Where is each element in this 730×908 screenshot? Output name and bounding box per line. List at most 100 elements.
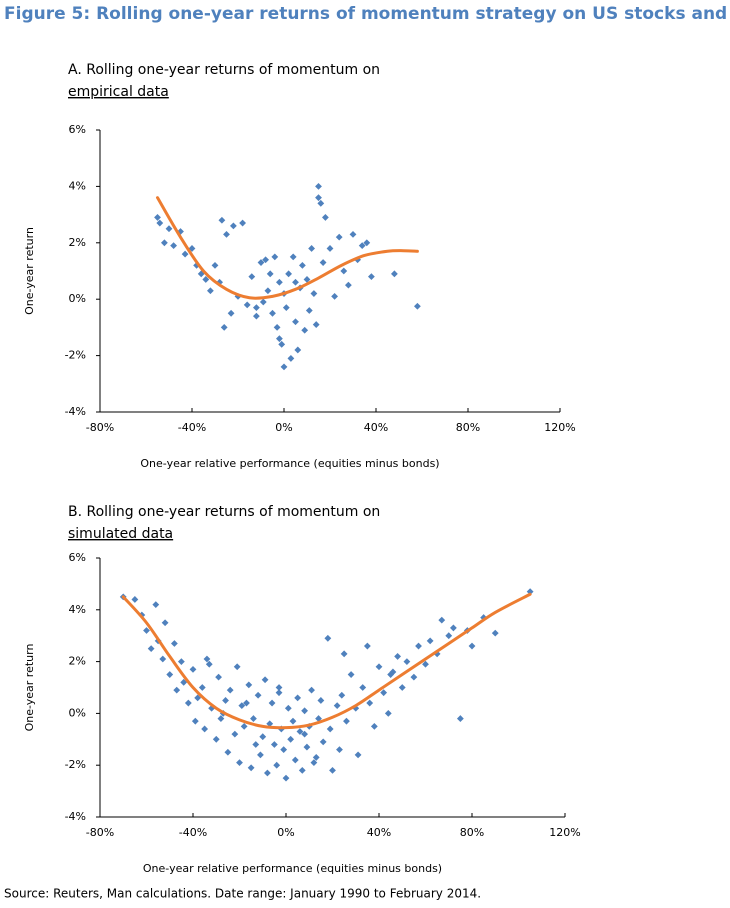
scatter-point — [191, 717, 199, 725]
scatter-point — [220, 324, 228, 331]
panel-title: B. Rolling one-year returns of momentum … — [68, 504, 380, 520]
scatter-point — [224, 748, 232, 756]
scatter-point — [223, 230, 230, 238]
scatter-point — [343, 717, 350, 725]
scatter-point — [264, 769, 271, 777]
scatter-point — [189, 665, 197, 673]
scatter-point — [203, 655, 211, 663]
scatter-point — [226, 686, 234, 694]
scatter-point — [319, 738, 327, 746]
scatter-point — [273, 761, 281, 769]
scatter-point — [305, 307, 313, 314]
scatter-point — [280, 746, 288, 754]
y-tick-label: 0% — [69, 706, 86, 719]
scatter-point — [340, 650, 348, 658]
x-tick-label: -80% — [86, 421, 114, 434]
scatter-point — [363, 642, 371, 650]
scatter-point — [394, 653, 401, 660]
scatter-point — [266, 720, 274, 728]
scatter-point — [147, 645, 155, 653]
scatter-point — [173, 686, 181, 694]
scatter-point — [275, 689, 283, 697]
scatter-point — [426, 637, 434, 645]
scatter-point — [308, 245, 315, 252]
scatter-point — [245, 681, 253, 689]
scatter-point — [289, 717, 297, 725]
scatter-point — [319, 259, 327, 266]
scatter-point — [375, 663, 383, 671]
scatter-point — [366, 699, 374, 707]
scatter-point — [310, 759, 318, 767]
scatter-point — [326, 245, 334, 252]
scatter-point — [410, 673, 418, 681]
scatter-point — [131, 596, 139, 603]
x-axis-label: One-year relative performance (equities … — [143, 862, 442, 875]
scatter-point — [526, 588, 534, 596]
x-tick-label: 0% — [277, 826, 294, 839]
x-tick-label: 120% — [549, 826, 580, 839]
x-tick-label: 40% — [364, 421, 388, 434]
scatter-point — [391, 270, 398, 278]
scatter-point — [165, 225, 173, 233]
scatter-point — [301, 707, 308, 715]
scatter-point — [310, 290, 318, 297]
x-axis-label: One-year relative performance (equities … — [140, 457, 439, 470]
fit-curve — [156, 196, 419, 300]
scatter-point — [253, 304, 260, 312]
scatter-point — [291, 756, 299, 764]
figure-title: Figure 5: Rolling one-year returns of mo… — [4, 4, 730, 24]
scatter-point — [156, 219, 164, 227]
scatter-point — [340, 267, 348, 275]
scatter-point — [166, 671, 174, 678]
y-axis-label: One-year return — [23, 227, 36, 315]
scatter-point — [303, 276, 311, 283]
scatter-point — [177, 658, 185, 665]
scatter-point — [180, 678, 188, 686]
y-tick-label: -2% — [65, 758, 86, 771]
scatter-point — [278, 340, 286, 348]
scatter-point — [261, 676, 269, 684]
scatter-point — [301, 730, 308, 738]
x-tick-label: 120% — [544, 421, 575, 434]
scatter-point — [380, 689, 388, 697]
scatter-point — [247, 764, 255, 772]
x-tick-label: -40% — [179, 826, 207, 839]
x-tick-label: 80% — [460, 826, 484, 839]
scatter-point — [370, 722, 378, 730]
scatter-point — [269, 309, 276, 317]
scatter-point — [298, 766, 306, 774]
scatter-point — [154, 214, 161, 221]
scatter-point — [257, 751, 264, 759]
scatter-point — [268, 699, 276, 707]
scatter-point — [292, 318, 299, 326]
scatter-point — [433, 650, 441, 658]
scatter-point — [201, 725, 209, 733]
scatter-point — [491, 629, 499, 637]
scatter-point — [287, 735, 295, 743]
scatter-point — [215, 673, 222, 681]
scatter-point — [230, 222, 237, 230]
scatter-point — [359, 684, 367, 691]
scatter-point — [312, 321, 320, 328]
fit-curve — [121, 592, 532, 730]
scatter-point — [184, 699, 192, 707]
scatter-point — [329, 766, 336, 774]
scatter-point — [243, 301, 251, 309]
scatter-point — [275, 684, 283, 691]
y-tick-label: 2% — [69, 655, 86, 668]
scatter-point — [171, 640, 178, 647]
y-tick-label: -4% — [65, 810, 86, 823]
scatter-point — [296, 728, 304, 735]
scatter-point — [143, 627, 150, 634]
scatter-point — [292, 278, 299, 286]
scatter-point — [236, 759, 243, 767]
scatter-point — [315, 183, 322, 190]
scatter-point — [259, 298, 267, 306]
scatter-point — [285, 270, 292, 278]
scatter-point — [414, 302, 421, 310]
scatter-point — [354, 751, 362, 759]
scatter-point — [368, 273, 375, 281]
scatter-point — [326, 725, 334, 733]
scatter-point — [438, 616, 446, 624]
